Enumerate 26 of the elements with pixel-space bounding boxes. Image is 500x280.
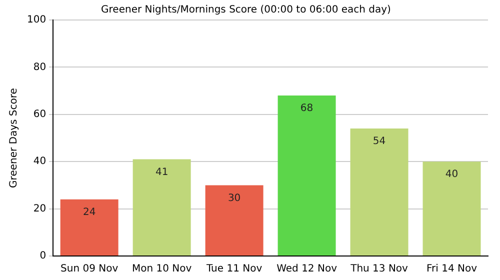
x-tick-label: Wed 12 Nov bbox=[276, 264, 338, 275]
y-tick-label: 40 bbox=[33, 156, 46, 168]
bar bbox=[350, 128, 408, 256]
y-tick-label: 0 bbox=[40, 250, 46, 262]
chart-title: Greener Nights/Mornings Score (00:00 to 06:00 each day) bbox=[101, 4, 392, 16]
x-tick-label: Thu 13 Nov bbox=[350, 264, 408, 275]
data-label: 68 bbox=[300, 103, 314, 114]
y-tick-label: 100 bbox=[26, 14, 46, 26]
x-tick-label: Fri 14 Nov bbox=[426, 264, 478, 275]
bar bbox=[205, 185, 264, 256]
data-label: 54 bbox=[372, 136, 386, 148]
data-label: 40 bbox=[445, 169, 458, 180]
data-label: 24 bbox=[82, 206, 96, 218]
y-axis-title: Greener Days Score bbox=[8, 88, 20, 188]
x-tick-label: Sun 09 Nov bbox=[60, 264, 118, 275]
y-tick-label: 60 bbox=[33, 108, 46, 120]
x-tick-label: Mon 10 Nov bbox=[132, 264, 192, 275]
bar bbox=[132, 159, 191, 256]
data-label: 30 bbox=[228, 192, 241, 204]
bar bbox=[422, 162, 481, 256]
x-tick-label: Tue 11 Nov bbox=[205, 264, 262, 275]
data-label: 41 bbox=[155, 166, 168, 178]
bar bbox=[60, 199, 118, 256]
y-tick-label: 80 bbox=[33, 62, 46, 73]
bar bbox=[278, 96, 336, 256]
y-tick-label: 20 bbox=[33, 203, 46, 214]
